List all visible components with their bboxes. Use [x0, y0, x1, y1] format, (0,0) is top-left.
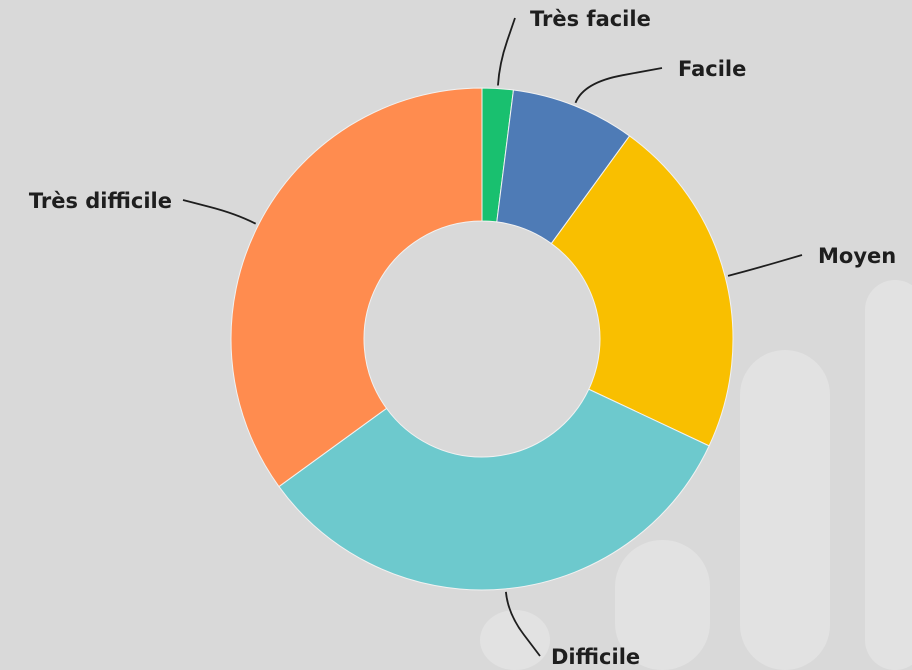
leader-line: [727, 254, 803, 277]
donut-slice: [278, 388, 710, 591]
slice-label: Très facile: [530, 7, 651, 31]
slice-label: Difficile: [551, 645, 640, 669]
slice-label: Facile: [678, 57, 746, 81]
background-decoration: [480, 280, 912, 670]
donut-slice: [230, 87, 483, 488]
leader-line: [574, 67, 663, 104]
donut-slice: [550, 135, 734, 447]
leader-line: [182, 199, 257, 225]
leader-line: [497, 17, 516, 86]
slice-label: Très difficile: [29, 189, 172, 213]
slice-label: Moyen: [818, 244, 896, 268]
leader-line: [505, 591, 541, 657]
